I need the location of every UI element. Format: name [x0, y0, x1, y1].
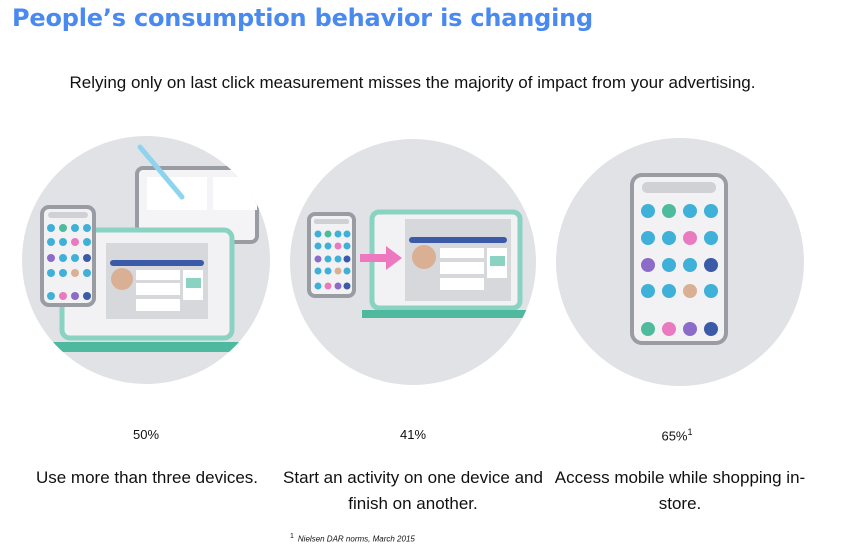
footnote-number: 1 [290, 533, 294, 540]
stat-value-1: 50% [132, 427, 160, 442]
footnote-ref: 1 [687, 427, 693, 437]
page-subtitle: Relying only on last click measurement m… [69, 73, 756, 92]
stat-value-3-text: 65% [661, 428, 688, 444]
stat-caption-2: Start an activity on one device and fini… [283, 468, 543, 513]
footnote: 1 Nielsen DAR norms, March 2015 [290, 533, 415, 544]
page-title: People’s consumption behavior is changin… [12, 4, 594, 32]
phone-to-laptop-icon [290, 139, 536, 385]
stat-caption-3: Access mobile while shopping in-store. [554, 468, 806, 513]
illustrations [22, 136, 804, 386]
stat-value-2: 41% [399, 427, 427, 442]
phone-laptop-tablet-icon [22, 136, 270, 384]
stat-caption-1: Use more than three devices. [35, 468, 259, 487]
footnote-text: Nielsen DAR norms, March 2015 [297, 534, 415, 544]
stat-value-3: 65%1 [547, 427, 807, 443]
mobile-phone-icon [556, 138, 804, 386]
arrow-right-icon [360, 246, 402, 270]
